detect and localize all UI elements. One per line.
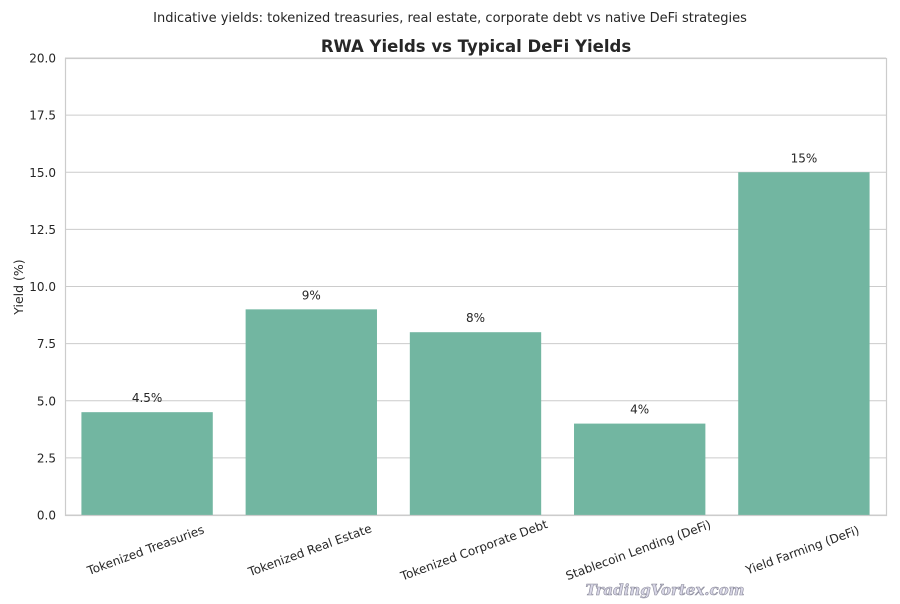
y-tick-label: 20.0	[29, 52, 56, 66]
bar	[409, 332, 542, 515]
data-label: 4.5%	[132, 391, 163, 405]
bar	[81, 412, 213, 515]
chart-title: RWA Yields vs Typical DeFi Yields	[321, 37, 631, 56]
bar	[574, 423, 706, 515]
x-tick-label: Stablecoin Lending (DeFi)	[564, 517, 713, 583]
data-label: 8%	[466, 311, 485, 325]
bar	[738, 172, 870, 515]
y-tick-label: 10.0	[29, 280, 56, 294]
x-tick-label: Yield Farming (DeFi)	[743, 523, 861, 577]
plot-frame	[64, 57, 888, 517]
y-tick-label: 17.5	[29, 109, 56, 123]
x-tick-label: Tokenized Real Estate	[245, 521, 373, 579]
bar	[245, 309, 377, 515]
y-tick-label: 12.5	[29, 223, 56, 237]
x-tick-label: Tokenized Corporate Debt	[398, 517, 550, 584]
data-label: 15%	[791, 151, 818, 165]
data-label: 4%	[630, 403, 649, 417]
y-tick-label: 0.0	[37, 509, 56, 523]
suptitle: Indicative yields: tokenized treasuries,…	[153, 11, 747, 26]
y-tick-label: 5.0	[37, 394, 56, 408]
y-tick-label: 15.0	[29, 166, 56, 180]
watermark-logo: TradingVortex.com	[585, 581, 744, 599]
data-label: 9%	[302, 288, 321, 302]
y-tick-label: 2.5	[37, 451, 56, 465]
y-axis-label: Yield (%)	[11, 259, 26, 315]
y-tick-label: 7.5	[37, 337, 56, 351]
x-tick-label: Tokenized Treasuries	[84, 523, 206, 579]
